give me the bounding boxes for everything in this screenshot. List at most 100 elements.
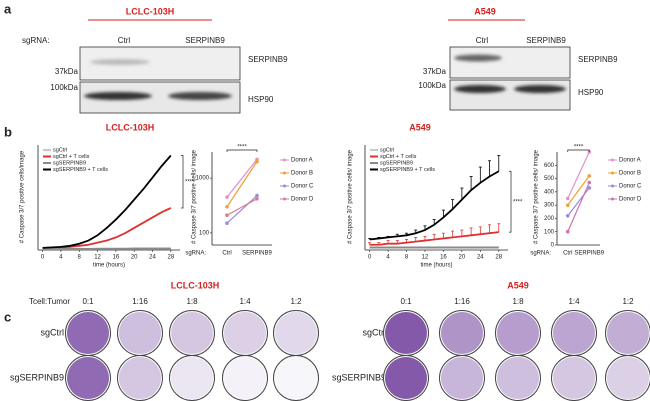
band: [454, 54, 502, 62]
well-stain: [497, 312, 539, 354]
legend-dot: [283, 158, 286, 162]
legend-label: sgCtrl: [53, 147, 67, 153]
x-tick-label: 12: [94, 255, 101, 261]
point: [587, 174, 592, 178]
sig-bracket: [509, 170, 512, 233]
legend-label: Donor D: [619, 197, 642, 203]
protein-label: HSP90: [248, 95, 274, 104]
sig-label: ****: [513, 199, 523, 205]
well-stain: [171, 357, 213, 399]
chart-title: LCLC-103H: [106, 122, 155, 132]
legend-label: sgSERPINB9 + T cells: [380, 167, 435, 173]
well-stain: [119, 312, 161, 354]
marker-label: 37kDa: [55, 67, 79, 76]
well-stain: [275, 357, 317, 399]
legend-label: Donor B: [619, 171, 641, 177]
legend-dot: [611, 158, 614, 162]
legend-label: Donor B: [291, 171, 313, 177]
band: [168, 92, 232, 100]
marker-label: 37kDa: [423, 67, 447, 76]
well-stain: [553, 312, 595, 354]
x-axis-label: time (hours): [420, 263, 452, 269]
sig-label: ****: [237, 145, 247, 151]
well-stain: [607, 357, 649, 399]
point: [225, 195, 229, 199]
sig-bracket: [567, 149, 590, 152]
blot: [449, 46, 571, 79]
well-stain: [171, 312, 213, 354]
sig-bracket: [226, 149, 258, 152]
legend-label: Donor D: [291, 197, 314, 203]
lane-label: Ctrl: [476, 36, 489, 45]
ratio-label: 1:2: [290, 297, 302, 306]
well-stain: [441, 312, 483, 354]
row-label: sgCtrl: [362, 327, 386, 337]
series-line: [226, 158, 258, 198]
series-line: [567, 151, 590, 199]
legend-label: Donor A: [619, 158, 641, 164]
x-tick-label: 16: [113, 255, 120, 261]
legend-dot: [611, 184, 614, 188]
y-tick-label: 400: [544, 189, 555, 195]
band: [454, 85, 506, 93]
x-tick-label: 8: [405, 255, 409, 261]
x-tick-label: 4: [59, 255, 63, 261]
sig-label: ****: [574, 145, 584, 151]
legend-label: Donor C: [619, 184, 642, 190]
y-tick-label: 600: [544, 163, 555, 169]
sgrna-label: sgRNA:: [22, 36, 50, 45]
x-tick-label: Ctrl: [222, 251, 231, 257]
series-line: [567, 175, 590, 206]
series-line: [369, 170, 500, 241]
lane-label: Ctrl: [118, 36, 131, 45]
chart-title: A549: [409, 122, 431, 132]
ratio-label: 1:4: [568, 297, 580, 306]
ratio-label: 1:4: [239, 297, 251, 306]
legend-label: Donor C: [291, 184, 314, 190]
row-label: sgCtrl: [40, 327, 64, 337]
protein-label: HSP90: [578, 88, 604, 97]
marker-label: 100kDa: [50, 83, 78, 92]
band: [90, 59, 150, 65]
x-tick-label: 28: [167, 255, 174, 261]
x-tick-label: 28: [495, 255, 502, 261]
well-stain: [607, 312, 649, 354]
x-tick-label: 16: [440, 255, 447, 261]
y-tick-label: 1000: [196, 176, 210, 182]
well-stain: [385, 312, 427, 354]
ratio-label: Tcell:Tumor: [29, 297, 70, 306]
point: [587, 180, 592, 185]
legend-label: sgCtrl: [380, 147, 394, 153]
y-axis-label: # Caspase 3/7 positive cells/ image: [534, 149, 540, 244]
y-tick-label: 500: [544, 176, 555, 182]
well-stain: [224, 357, 266, 399]
plate-header: A549: [507, 280, 529, 290]
series-line: [42, 154, 172, 249]
y-tick-label: 100: [199, 230, 210, 236]
x-axis-label: sgRNA:: [530, 251, 551, 257]
well-stain: [67, 357, 109, 399]
ratio-label: 1:8: [512, 297, 524, 306]
x-axis-label: time (hours): [93, 263, 125, 269]
y-axis-label: # Caspase 3/7 positive cells/ image: [192, 149, 198, 244]
x-tick-label: Ctrl: [563, 251, 572, 257]
well-stain: [385, 357, 427, 399]
blot-header: A549: [474, 6, 496, 16]
lane-label: SERPINB9: [526, 36, 566, 45]
x-tick-label: 24: [149, 255, 156, 261]
point: [587, 186, 592, 190]
legend-label: sgSERPINB9: [53, 160, 86, 166]
legend-label: sgCtrl + T cells: [380, 154, 417, 160]
x-tick-label: 20: [131, 255, 138, 261]
x-tick-label: 0: [41, 255, 45, 261]
plate-header: LCLC-103H: [171, 280, 220, 290]
point: [565, 213, 570, 218]
point: [255, 196, 259, 201]
protein-label: SERPINB9: [578, 55, 618, 64]
y-tick-label: 200: [544, 216, 555, 222]
x-tick-label: SERPINB9: [242, 251, 272, 257]
x-tick-label: SERPINB9: [574, 251, 604, 257]
point: [225, 204, 229, 209]
legend-label: Donor A: [291, 158, 313, 164]
x-tick-label: 4: [386, 255, 390, 261]
